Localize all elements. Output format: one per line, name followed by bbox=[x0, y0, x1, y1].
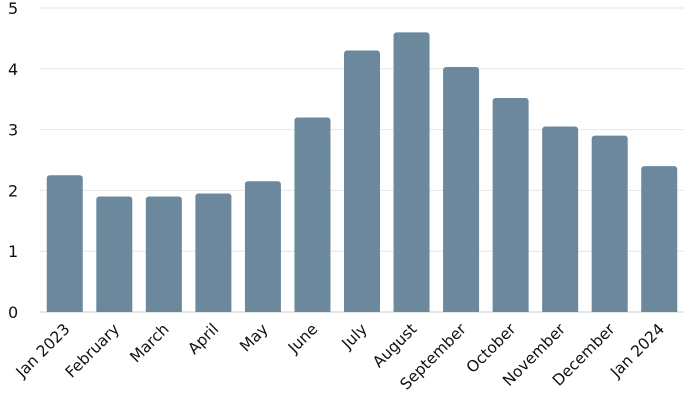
y-tick-label: 0 bbox=[8, 303, 18, 322]
x-tick-label: July bbox=[338, 320, 371, 353]
bar-jan-2024 bbox=[641, 166, 678, 312]
bar-base bbox=[145, 309, 182, 312]
x-tick-label: March bbox=[127, 320, 173, 366]
x-tick-label: June bbox=[284, 320, 321, 357]
bar-base bbox=[393, 309, 430, 312]
bar-february bbox=[96, 196, 133, 312]
bar-base bbox=[344, 309, 380, 312]
bar-base bbox=[195, 309, 232, 312]
bar-base bbox=[244, 309, 281, 312]
bar-march bbox=[145, 196, 182, 312]
x-tick-label: Jan 2024 bbox=[606, 320, 668, 382]
bar-base bbox=[591, 309, 628, 312]
y-tick-label: 3 bbox=[8, 121, 18, 140]
bar-base bbox=[492, 309, 529, 312]
x-tick-label: February bbox=[62, 320, 123, 381]
bar-base bbox=[294, 309, 331, 312]
bar-base bbox=[542, 309, 579, 312]
bar-base bbox=[46, 309, 83, 312]
bar-june bbox=[294, 117, 331, 312]
bar-base bbox=[641, 309, 678, 312]
bar-december bbox=[591, 135, 628, 312]
x-tick-label: April bbox=[184, 320, 222, 358]
bars bbox=[46, 32, 678, 313]
bar-base bbox=[443, 309, 480, 312]
bar-april bbox=[195, 193, 232, 312]
bar-jan-2023 bbox=[46, 175, 83, 312]
bar-may bbox=[244, 181, 281, 312]
bar-september bbox=[443, 66, 480, 312]
y-tick-label: 2 bbox=[8, 181, 18, 200]
y-tick-label: 1 bbox=[8, 242, 18, 261]
y-tick-label: 5 bbox=[8, 0, 18, 18]
bar-october bbox=[492, 97, 529, 312]
y-tick-label: 4 bbox=[8, 60, 18, 79]
x-tick-label: May bbox=[236, 320, 271, 355]
bar-july bbox=[344, 50, 380, 313]
bar-november bbox=[542, 126, 579, 312]
y-axis: 0 1 2 3 4 5 bbox=[8, 0, 18, 322]
bar-base bbox=[96, 309, 133, 312]
bar-august bbox=[393, 32, 430, 312]
